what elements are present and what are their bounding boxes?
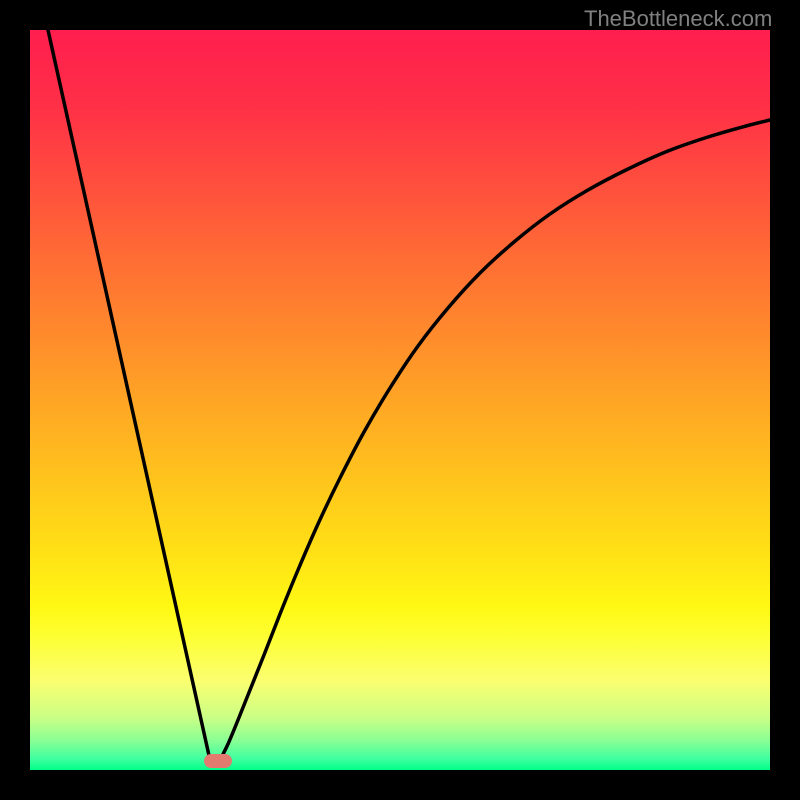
- border-left: [0, 0, 30, 800]
- chart-container: TheBottleneck.com: [0, 0, 800, 800]
- border-bottom: [0, 770, 800, 800]
- watermark-text: TheBottleneck.com: [584, 6, 772, 32]
- bottleneck-marker: [204, 754, 232, 768]
- curve-layer: [0, 0, 800, 800]
- curve-left-descent: [48, 30, 210, 760]
- border-right: [770, 0, 800, 800]
- curve-right-ascent: [220, 120, 770, 760]
